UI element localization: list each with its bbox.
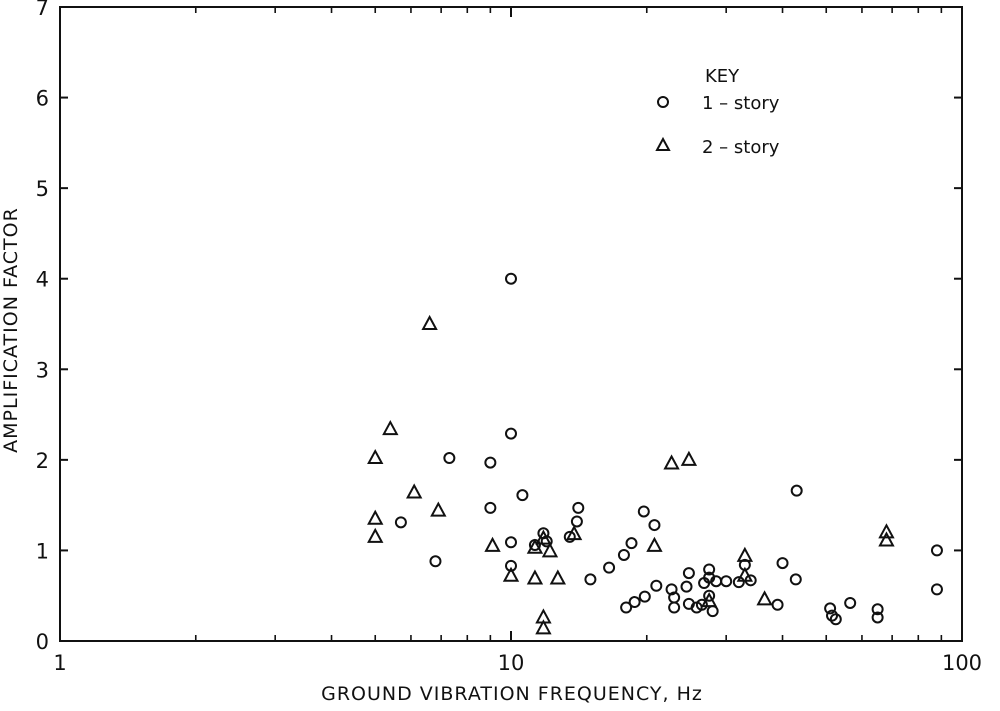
y-tick-label: 1 — [36, 539, 49, 563]
data-point-2-story — [646, 536, 663, 552]
data-point-1-story — [603, 561, 616, 574]
data-point-1-story — [570, 515, 583, 528]
data-point-1-story — [484, 456, 497, 469]
data-point-1-story — [394, 516, 407, 529]
data-point-2-story — [406, 483, 423, 499]
data-point-1-story — [665, 583, 678, 596]
data-point-1-story — [648, 519, 661, 532]
data-point-2-story — [541, 542, 559, 558]
data-point-1-story — [668, 601, 681, 614]
data-point-2-story — [878, 531, 895, 547]
data-point-1-story — [826, 609, 839, 622]
data-point-2-story — [680, 450, 698, 466]
y-tick-label: 2 — [36, 449, 49, 473]
data-point-2-story — [367, 509, 384, 525]
data-point-1-story — [637, 505, 650, 518]
data-point-2-story — [502, 566, 520, 582]
data-point-1-story — [930, 544, 943, 557]
data-point-2-story — [736, 566, 754, 582]
data-point-1-story — [620, 601, 633, 614]
data-point-1-story — [638, 590, 651, 603]
legend-label-1-story: 1 – story — [702, 93, 780, 114]
data-point-1-story — [703, 571, 716, 584]
data-point-1-story — [703, 589, 716, 602]
data-point-1-story — [484, 501, 497, 514]
y-tick-label: 5 — [36, 177, 49, 201]
data-point-1-story — [584, 573, 597, 586]
x-tick-label: 10 — [498, 651, 525, 675]
y-tick-label: 0 — [36, 630, 49, 654]
data-point-1-story — [844, 596, 857, 609]
data-point-1-story — [680, 580, 693, 593]
data-point-1-story — [871, 603, 884, 616]
data-point-1-story — [572, 501, 585, 514]
legend-title: KEY — [705, 66, 740, 87]
y-tick-label: 3 — [36, 358, 49, 382]
data-points — [367, 272, 943, 635]
data-point-2-story — [484, 536, 501, 552]
data-point-1-story — [625, 537, 638, 550]
data-point-1-story — [829, 613, 842, 626]
data-point-1-story — [505, 427, 517, 440]
legend-circle-icon — [657, 96, 669, 108]
data-point-1-story — [516, 489, 529, 502]
data-point-2-story — [382, 419, 399, 436]
data-point-1-story — [703, 563, 716, 576]
data-point-2-story — [430, 501, 447, 517]
data-point-2-story — [421, 314, 438, 330]
data-point-2-story — [526, 538, 544, 554]
data-point-1-story — [824, 602, 837, 615]
y-axis-title: AMPLIFICATION FACTOR — [0, 207, 22, 453]
data-point-1-story — [695, 598, 708, 611]
data-point-1-story — [505, 272, 517, 285]
data-point-2-story — [736, 546, 754, 562]
data-point-2-story — [535, 619, 552, 635]
data-point-2-story — [535, 529, 552, 545]
plot-frame — [59, 6, 963, 642]
data-point-1-story — [930, 583, 943, 596]
data-point-2-story — [878, 523, 895, 539]
y-tick-label: 6 — [36, 87, 49, 111]
data-point-2-story — [367, 527, 384, 543]
data-point-2-story — [526, 569, 544, 585]
data-point-1-story — [771, 598, 784, 611]
x-tick-label: 100 — [942, 651, 982, 675]
data-point-1-story — [732, 576, 745, 589]
x-tick-label: 1 — [53, 651, 66, 675]
legend: KEY 1 – story 2 – story — [655, 66, 780, 158]
legend-label-2-story: 2 – story — [702, 137, 780, 158]
data-point-2-story — [756, 590, 773, 606]
data-point-1-story — [720, 575, 733, 588]
legend-triangle-icon — [655, 136, 671, 151]
data-point-1-story — [650, 579, 663, 592]
data-point-1-story — [429, 555, 442, 568]
data-point-2-story — [700, 592, 718, 608]
data-point-1-story — [505, 536, 517, 549]
data-point-1-story — [617, 548, 630, 561]
data-point-1-story — [871, 611, 884, 624]
data-point-1-story — [789, 573, 802, 586]
data-point-1-story — [776, 557, 789, 570]
data-point-1-story — [682, 567, 695, 580]
y-tick-label: 4 — [36, 268, 49, 292]
data-point-2-story — [549, 569, 566, 585]
y-tick-label: 7 — [36, 0, 49, 20]
data-point-1-story — [790, 484, 803, 497]
data-point-2-story — [565, 525, 583, 541]
data-point-1-story — [706, 605, 719, 618]
x-axis-title: GROUND VIBRATION FREQUENCY, Hz — [321, 683, 703, 705]
data-point-2-story — [663, 454, 680, 470]
data-point-1-story — [443, 452, 456, 465]
data-point-2-story — [367, 448, 384, 465]
data-point-1-story — [628, 596, 641, 609]
data-point-1-story — [563, 530, 576, 543]
